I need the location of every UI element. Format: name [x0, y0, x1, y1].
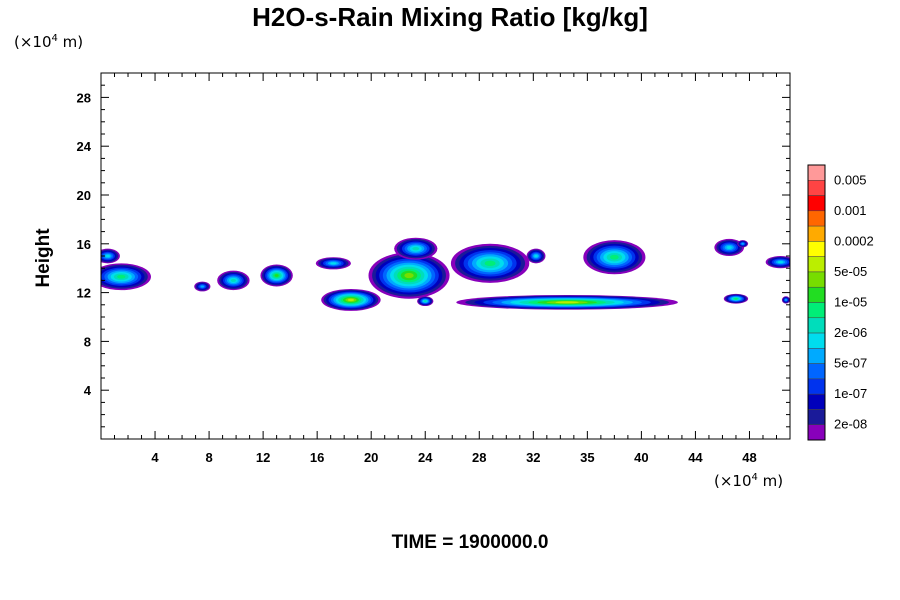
colorbar-cell	[807, 409, 826, 425]
contour-band	[330, 262, 337, 265]
colorbar: 0.005 0.001 0.0002 5e-05 1e-05 2e-06 5e-07 1e-0…	[807, 164, 874, 441]
colorbar-cell	[807, 210, 826, 227]
rain-cell	[723, 293, 749, 304]
x-tick-label: 4	[151, 450, 159, 465]
colorbar-cell	[807, 164, 826, 181]
colorbar-cell	[807, 225, 826, 242]
contour-band	[784, 298, 787, 301]
rain-cell	[737, 240, 749, 248]
colorbar-label: 0.0002	[834, 233, 874, 248]
x-tick-label: 35	[580, 450, 594, 465]
contour-band	[484, 260, 496, 267]
x-tick-label: 48	[742, 450, 756, 465]
colorbar-cell	[807, 393, 826, 410]
contour-band	[534, 254, 538, 258]
colorbar-cell	[807, 241, 826, 257]
colorbar-cell	[807, 302, 826, 319]
rain-cell	[583, 240, 646, 275]
x-tick-label: 44	[688, 450, 703, 465]
x-tick-label: 12	[256, 450, 270, 465]
rain-cell	[450, 243, 530, 283]
rain-cell	[368, 252, 450, 299]
rain-cell	[315, 257, 351, 270]
y-axis-unit: (×104 m)	[14, 33, 84, 51]
rain-cell	[417, 296, 434, 307]
x-tick-label: 20	[364, 450, 378, 465]
y-tick-label: 24	[77, 139, 92, 154]
colorbar-cell	[807, 180, 826, 196]
y-tick-label: 28	[77, 90, 91, 105]
x-tick-label: 8	[205, 450, 212, 465]
colorbar-label: 0.001	[834, 203, 867, 218]
contour-band	[726, 245, 732, 249]
contour-band	[274, 274, 279, 277]
rain-cell	[765, 256, 790, 269]
contour-band	[230, 278, 236, 282]
contour-band	[200, 285, 204, 288]
time-label: TIME = 1900000.0	[391, 532, 549, 553]
rain-cell	[781, 296, 790, 304]
y-tick-label: 12	[77, 286, 91, 301]
x-tick-label: 24	[418, 450, 433, 465]
colorbar-label: 5e-05	[834, 264, 867, 279]
colorbar-cell	[807, 332, 826, 349]
colorbar-cell	[807, 317, 826, 334]
colorbar-cell	[807, 424, 826, 441]
rain-cell	[101, 248, 120, 264]
contour-band	[777, 261, 784, 264]
colorbar-cell	[807, 348, 826, 364]
contour-band	[741, 242, 744, 245]
x-axis-unit: (×104 m)	[714, 472, 784, 490]
rain-cell	[217, 270, 250, 291]
rain-cell	[101, 263, 151, 291]
contour-band	[555, 301, 579, 304]
rain-cell	[456, 295, 678, 310]
colorbar-label: 1e-07	[834, 386, 867, 401]
x-tick-label: 40	[634, 450, 648, 465]
colorbar-label: 2e-08	[834, 417, 867, 432]
x-tick-label: 16	[310, 450, 324, 465]
colorbar-cell	[807, 256, 826, 273]
colorbar-cell	[807, 363, 826, 380]
y-tick-label: 8	[84, 334, 91, 349]
y-tick-label: 20	[77, 188, 91, 203]
colorbar-cell	[807, 271, 826, 288]
rain-cell	[260, 264, 293, 287]
colorbar-label: 2e-06	[834, 325, 867, 340]
rain-cell	[526, 248, 546, 264]
contour-band	[423, 300, 427, 303]
contour-fields	[101, 237, 790, 311]
contour-band	[610, 254, 619, 260]
contour-band	[412, 246, 420, 251]
colorbar-cell	[807, 195, 826, 212]
y-tick-label: 4	[84, 383, 92, 398]
colorbar-label: 1e-05	[834, 295, 867, 310]
colorbar-cell	[807, 286, 826, 303]
contour-band	[117, 274, 126, 279]
colorbar-label: 5e-07	[834, 356, 867, 371]
colorbar-label: 0.005	[834, 172, 867, 187]
plot-frame	[100, 72, 791, 440]
contour-band	[404, 272, 414, 279]
y-tick-label: 16	[77, 237, 91, 252]
contour-band	[105, 254, 110, 258]
x-tick-label: 28	[472, 450, 486, 465]
rain-cell	[394, 237, 438, 260]
contour-band	[347, 298, 355, 302]
x-tick-label: 32	[526, 450, 540, 465]
colorbar-frame	[807, 164, 826, 441]
chart-title: H2O-s-Rain Mixing Ratio [kg/kg]	[252, 2, 648, 32]
rain-cell	[321, 288, 381, 311]
contour-band	[734, 297, 738, 300]
colorbar-cell	[807, 378, 826, 395]
rain-cell	[194, 281, 211, 292]
rain-cell	[714, 238, 745, 256]
